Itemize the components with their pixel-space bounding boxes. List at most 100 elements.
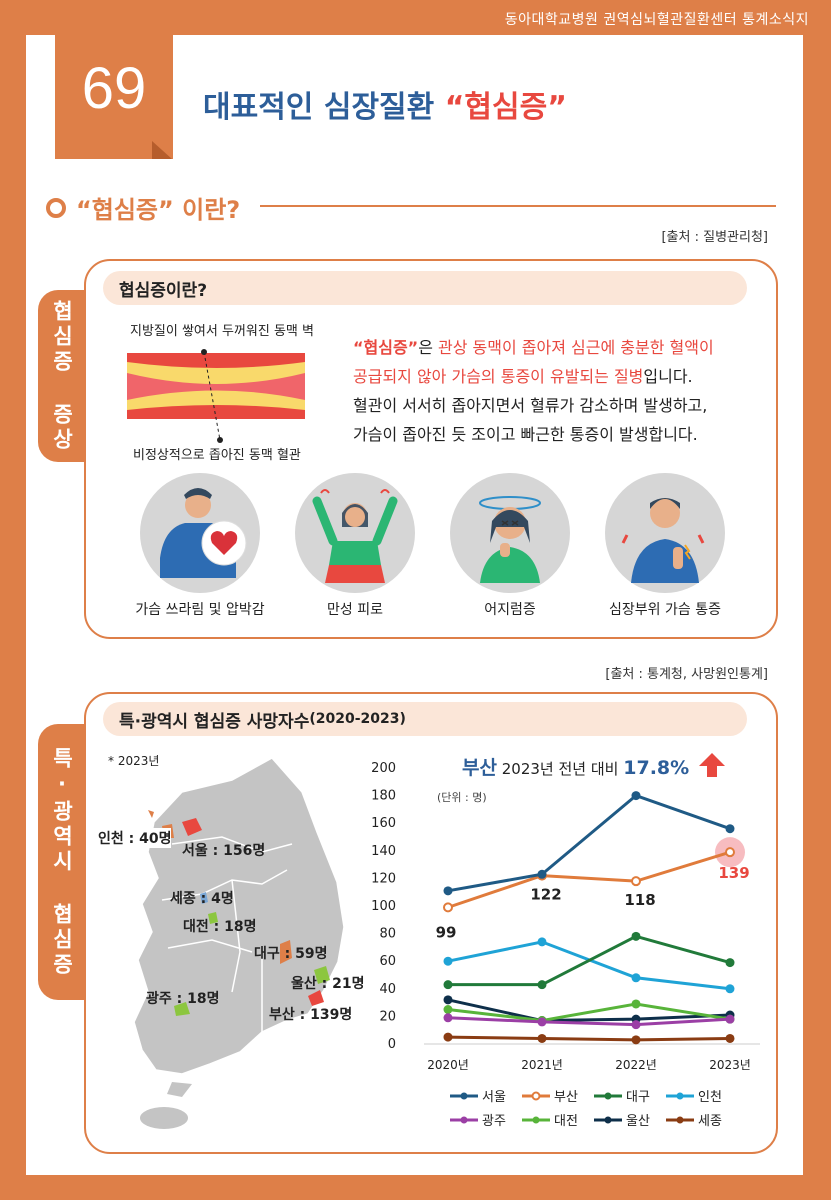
section-divider [260,205,776,207]
legend-label: 세종 [698,1114,722,1129]
legend-swatch-dot [604,1116,612,1124]
point-서울 [537,869,547,879]
map-label-busan: 부산 : 139명 [269,1007,353,1023]
point-광주 [537,1017,547,1027]
legend-swatch-dot [531,1091,541,1101]
legend-label: 서울 [482,1090,506,1105]
issue-tab [55,35,173,159]
korea-map [133,757,345,1129]
symptoms-side-tab: 협심증 증상 [38,290,86,462]
desc-plain-2: 입니다. [643,367,693,386]
legend-swatch-dot [676,1092,684,1100]
ulsan-region [314,966,330,984]
legend-label: 대구 [626,1090,650,1105]
headline-city: 부산 [462,757,497,779]
data-labels: 99 122 118 139 [436,864,750,941]
y-axis: 0 20 40 60 80 100 120 140 160 180 200 [371,761,760,1052]
y-tick-label: 40 [379,982,396,997]
busan-region [308,990,324,1006]
x-tick-label: 2020년 [427,1058,469,1072]
y-tick-label: 180 [371,789,396,804]
map-year-note: * 2023년 [108,754,160,768]
legend-swatch-dot [460,1116,468,1124]
legend-label: 대전 [554,1114,578,1129]
series-group [443,791,745,1045]
desc-line-4: 가슴이 좁아진 듯 조이고 빠근한 통증이 발생합니다. [353,425,698,444]
point-세종 [537,1033,547,1043]
point-부산 [725,847,735,858]
daegu-region [280,940,292,964]
artery-bottom-label: 비정상적으로 좁아진 동맥 혈관 [133,448,301,463]
series-line-인천 [447,940,731,991]
data-label: 118 [624,891,655,909]
legend-swatch-dot [460,1092,468,1100]
section-title: “협심증” 이란? [76,196,241,224]
pointer-line [203,351,221,441]
gwangju-region [174,1002,190,1016]
title-main: 대표적인 심장질환 [203,90,445,125]
symptom-label-1: 가슴 쓰라림 및 압박감 [135,602,265,618]
x-tick-label: 2023년 [709,1058,751,1072]
series-line-광주 [447,1016,731,1027]
island-small [167,1082,192,1097]
artery-illustration [127,349,305,443]
point-인천 [537,937,547,947]
symptom-label-2: 만성 피로 [327,602,383,618]
y-tick-label: 0 [388,1037,396,1052]
symptom-label-4: 심장부위 가슴 통증 [609,602,721,618]
source-note-2: [출처 : 통계청, 사망원인통계] [605,667,768,682]
desc-line-3: 혈관이 서서히 좁아지면서 혈류가 감소하며 발생하고, [353,396,708,415]
point-세종 [631,1035,641,1045]
jeju-island [140,1107,188,1129]
deaths-pill: 특·광역시 협심증 사망자수 (2020-2023) [103,702,747,736]
point-울산 [443,995,453,1005]
legend-swatch-dot [604,1092,612,1100]
point-서울 [443,886,453,896]
symptoms-pill: 협심증이란? [103,271,747,305]
point-부산 [443,902,453,913]
point-서울 [725,824,735,834]
point-세종 [443,1032,453,1042]
chart-headline: 부산 2023년 전년 대비 17.8% [462,753,689,780]
point-광주 [443,1013,453,1023]
artery-top-label: 지방질이 쌓여서 두꺼워진 동맥 벽 [130,324,314,339]
map-label-daegu: 대구 : 59명 [254,946,328,962]
point-인천 [443,956,453,966]
point-대구 [725,958,735,968]
map-label-daejeon: 대전 : 18명 [183,919,257,935]
point-인천 [725,984,735,994]
series-line-대전 [447,1002,731,1023]
data-label: 99 [436,923,457,941]
point-대구 [631,931,641,941]
data-label: 139 [718,864,749,882]
map-label-sejong: 세종 : 4명 [170,891,234,907]
issue-number: 69 [81,56,147,121]
series-line-대구 [448,934,731,987]
desc-term: “협심증” [353,338,419,357]
narrowed-lumen [127,373,305,400]
map-label-gwangju: 광주 : 18명 [146,991,220,1007]
point-부산 [631,876,641,887]
point-대전 [631,999,641,1009]
publication-header: 동아대학교병원 권역심뇌혈관질환센터 통계소식지 [504,12,809,28]
province-borders [161,836,293,1032]
up-arrow-icon [699,753,725,777]
dizziness-icon [450,473,570,593]
series-line-부산 [447,850,731,909]
y-tick-label: 160 [371,816,396,831]
map-label-incheon: 인천 : 40명 [98,828,172,848]
angina-description: “협심증”은 관상 동맥이 좁아져 심근에 충분한 혈액이 공급되지 않아 가슴… [353,333,763,449]
title-accent: “협심증” [444,90,567,125]
point-세종 [725,1033,735,1043]
point-대구 [443,980,453,990]
series-line-울산 [447,998,731,1023]
bottom-pointer-dot [217,437,223,443]
legend-swatch-dot [532,1116,540,1124]
point-광주 [725,1014,735,1024]
headline-text: 2023년 전년 대비 [501,760,619,778]
x-tick-label: 2022년 [615,1058,657,1072]
point-인천 [631,973,641,983]
series-line-서울 [447,793,731,893]
